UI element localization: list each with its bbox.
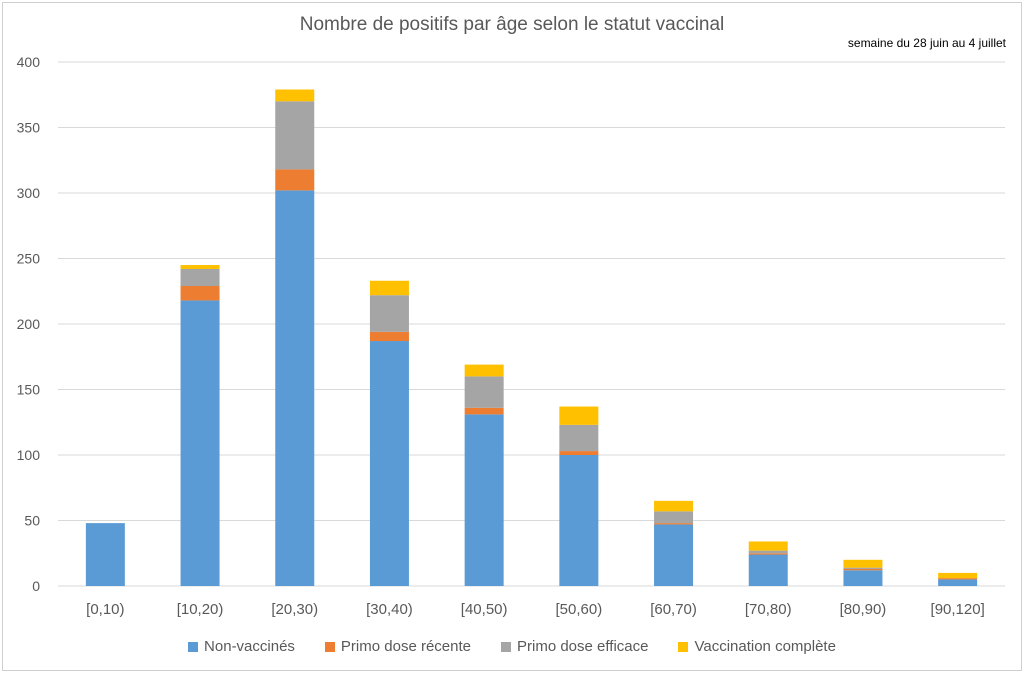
- bar-segment: [559, 424, 599, 452]
- legend-swatch: [188, 641, 199, 652]
- legend-label: Primo dose récente: [340, 638, 471, 655]
- bar-segment: [843, 568, 883, 571]
- bar-segment: [938, 572, 978, 579]
- bar-segment: [843, 570, 883, 586]
- bar-segment: [748, 554, 788, 586]
- bar-segment: [85, 523, 125, 586]
- legend-label: Vaccination complète: [694, 638, 836, 655]
- x-tick-label: [80,90): [840, 601, 887, 618]
- bar-segment: [843, 559, 883, 568]
- y-tick-label: 150: [17, 382, 41, 398]
- bar-segment: [654, 524, 694, 586]
- legend-item: Non-vaccinés: [188, 638, 295, 655]
- bar-segment: [464, 414, 504, 586]
- x-tick-label: [10,20): [177, 601, 224, 618]
- y-tick-label: 350: [17, 120, 41, 136]
- bar-segment: [559, 455, 599, 586]
- x-tick-label: [40,50): [461, 601, 508, 618]
- bar-segment: [654, 500, 694, 512]
- bar-segment: [180, 268, 220, 287]
- bar-segment: [369, 341, 409, 586]
- bar-segment: [180, 286, 220, 301]
- bar-segment: [180, 265, 220, 269]
- bar-segment: [464, 376, 504, 408]
- bar-segment: [369, 331, 409, 342]
- bar-segment: [559, 406, 599, 425]
- legend-swatch: [501, 641, 511, 652]
- x-tick-label: [70,80): [745, 601, 792, 618]
- bar-segment: [180, 300, 220, 586]
- bar-segment: [275, 89, 315, 102]
- chart-subtitle: semaine du 28 juin au 4 juillet: [847, 36, 1006, 50]
- x-tick-label: [50,60): [555, 601, 602, 618]
- legend-item: Vaccination complète: [678, 638, 836, 655]
- y-tick-label: 200: [17, 316, 41, 332]
- x-tick-label: [20,30): [271, 601, 318, 618]
- bar-segment: [464, 364, 504, 377]
- x-tick-label: [60,70): [650, 601, 697, 618]
- bar-segment: [369, 280, 409, 296]
- y-tick-label: 50: [24, 513, 40, 529]
- bar-segment: [369, 295, 409, 332]
- bar-segment: [938, 578, 978, 580]
- bar-segment: [654, 523, 694, 525]
- legend-label: Primo dose efficace: [517, 638, 649, 655]
- legend-label: Non-vaccinés: [204, 638, 295, 655]
- y-tick-label: 250: [17, 251, 41, 267]
- bar-segment: [748, 541, 788, 551]
- bar-segment: [275, 190, 315, 586]
- y-tick-label: 400: [17, 54, 41, 70]
- y-tick-label: 100: [17, 447, 41, 463]
- legend-item: Primo dose efficace: [501, 638, 648, 655]
- bar-segment: [275, 101, 315, 170]
- y-tick-label: 0: [32, 578, 40, 594]
- y-tick-label: 300: [17, 185, 41, 201]
- legend-item: Primo dose récente: [324, 638, 471, 655]
- legend-swatch: [324, 641, 335, 652]
- bar-segment: [654, 511, 694, 524]
- legend-swatch: [678, 641, 689, 652]
- x-tick-label: [0,10): [86, 601, 124, 618]
- chart-title: Nombre de positifs par âge selon le stat…: [299, 14, 725, 35]
- x-tick-label: [30,40): [366, 601, 413, 618]
- bar-segment: [464, 407, 504, 415]
- x-tick-label: [90,120]: [931, 601, 985, 618]
- bar-segment: [843, 567, 883, 569]
- bar-segment: [938, 579, 978, 586]
- bar-segment: [748, 550, 788, 554]
- bar-segment: [275, 169, 315, 191]
- bar-segment: [559, 451, 599, 455]
- chart-legend: Non-vaccinés Primo dose récente Primo dose…: [0, 638, 1024, 655]
- bar-segment: [748, 553, 788, 555]
